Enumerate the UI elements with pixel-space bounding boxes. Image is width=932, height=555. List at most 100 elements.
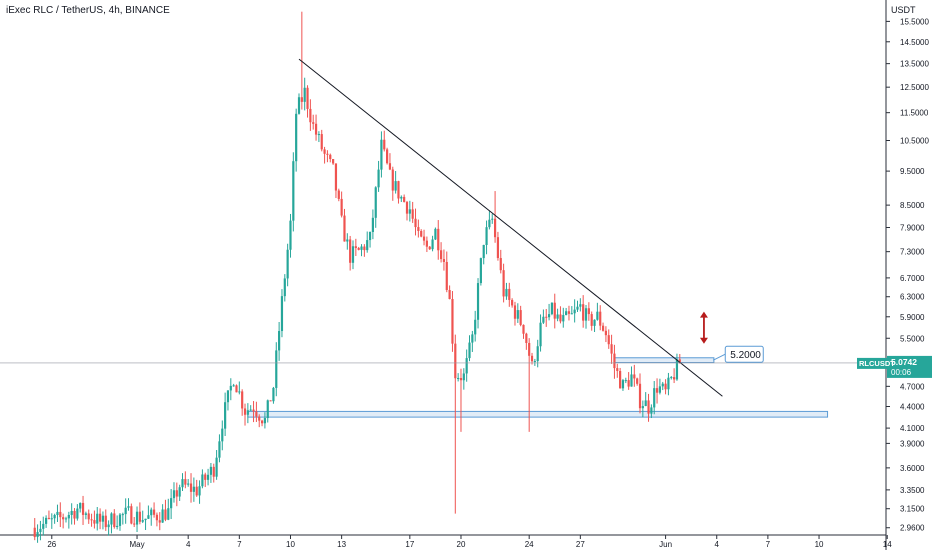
candle-body xyxy=(366,240,369,251)
candle-body xyxy=(161,509,164,523)
candle-body xyxy=(320,134,323,150)
candle-body xyxy=(96,513,99,524)
chart-title: iExec RLC / TetherUS, 4h, BINANCE xyxy=(6,5,170,16)
candle-body xyxy=(522,324,525,334)
x-tick-label: 27 xyxy=(576,540,585,549)
candle-body xyxy=(388,163,392,170)
candle-body xyxy=(198,486,201,496)
candle-body xyxy=(263,418,267,424)
y-tick-label: 4.7000 xyxy=(900,382,925,391)
candle-body xyxy=(297,97,301,114)
candle-body xyxy=(547,314,551,318)
candle-body xyxy=(658,386,661,393)
x-tick-label: 24 xyxy=(525,540,534,549)
candle-body xyxy=(81,502,85,515)
candle-body xyxy=(93,520,96,524)
candle-body xyxy=(76,508,79,519)
candle-body xyxy=(675,359,679,380)
candle-body xyxy=(641,406,644,409)
y-tick-label: 12.5000 xyxy=(900,83,929,92)
y-tick-label: 6.7000 xyxy=(900,274,925,283)
candle-body xyxy=(542,316,545,323)
candle-body xyxy=(636,378,639,384)
candle-body xyxy=(451,299,454,344)
x-tick-label: 4 xyxy=(186,540,191,549)
x-tick-label: 10 xyxy=(815,540,824,549)
support-zone xyxy=(247,410,829,418)
candle-body xyxy=(468,342,471,359)
candle-body xyxy=(363,246,366,251)
y-tick-label: 3.6000 xyxy=(900,464,925,473)
candle-body xyxy=(496,237,500,259)
y-tick-label: 2.9600 xyxy=(900,524,925,533)
candle-body xyxy=(300,97,303,102)
candle-body xyxy=(110,513,113,525)
candle-body xyxy=(204,474,207,480)
candle-body xyxy=(323,149,326,154)
candle-body xyxy=(121,514,124,516)
candle-body xyxy=(167,508,170,520)
candle-body xyxy=(644,400,647,407)
y-tick-label: 11.5000 xyxy=(900,109,929,118)
candle-body xyxy=(420,230,423,237)
y-tick-label: 7.3000 xyxy=(900,248,925,257)
y-tick-label: 9.5000 xyxy=(900,167,925,176)
last-price-countdown: 00:06 xyxy=(891,368,912,377)
candle-body xyxy=(405,201,409,214)
candle-body xyxy=(650,407,653,414)
candle-body xyxy=(127,506,130,508)
candle-body xyxy=(448,289,451,300)
candle-body xyxy=(573,309,576,314)
candle-body xyxy=(596,311,599,320)
candle-body xyxy=(360,246,363,250)
candle-body xyxy=(513,305,517,319)
candle-body xyxy=(374,187,377,218)
candle-body xyxy=(155,514,159,521)
callout-leader xyxy=(713,353,726,361)
y-tick-label: 15.5000 xyxy=(900,17,929,26)
candle-body xyxy=(212,466,215,477)
candle-body xyxy=(334,163,338,191)
candle-body xyxy=(567,311,571,314)
candle-body xyxy=(354,246,357,249)
candle-body xyxy=(661,383,664,387)
candle-body xyxy=(303,87,306,102)
candle-body xyxy=(604,330,608,336)
x-tick-label: 20 xyxy=(457,540,466,549)
candle-body xyxy=(499,258,502,271)
candle-body xyxy=(306,87,309,109)
candle-body xyxy=(516,310,519,319)
x-tick-label: May xyxy=(129,540,144,549)
candle-body xyxy=(275,350,278,388)
candle-body xyxy=(408,209,411,214)
support-zone xyxy=(613,357,715,364)
candle-body xyxy=(599,311,602,326)
candle-body xyxy=(371,217,374,233)
candle-body xyxy=(260,420,264,424)
price-callout-label: 5.2000 xyxy=(730,350,761,361)
candle-body xyxy=(630,374,633,387)
last-price-badge xyxy=(887,355,932,378)
candle-body xyxy=(326,153,329,155)
x-tick-label: 13 xyxy=(337,540,346,549)
candles xyxy=(33,11,681,543)
candle-body xyxy=(576,306,579,310)
candle-body xyxy=(206,474,210,480)
candle-body xyxy=(437,228,440,251)
candle-body xyxy=(417,227,420,231)
candle-body xyxy=(493,218,497,238)
candle-body xyxy=(462,373,465,381)
candle-body xyxy=(252,409,255,412)
candle-body xyxy=(184,479,187,485)
candle-body xyxy=(209,466,213,475)
candle-body xyxy=(670,377,673,379)
x-tick-label: 4 xyxy=(715,540,720,549)
candle-body xyxy=(403,196,406,202)
candle-body xyxy=(50,518,53,520)
descending-trendline xyxy=(298,58,723,397)
candle-body xyxy=(613,353,616,369)
candle-body xyxy=(647,400,650,414)
candle-body xyxy=(482,244,485,259)
y-tick-label: 5.5000 xyxy=(900,334,925,343)
